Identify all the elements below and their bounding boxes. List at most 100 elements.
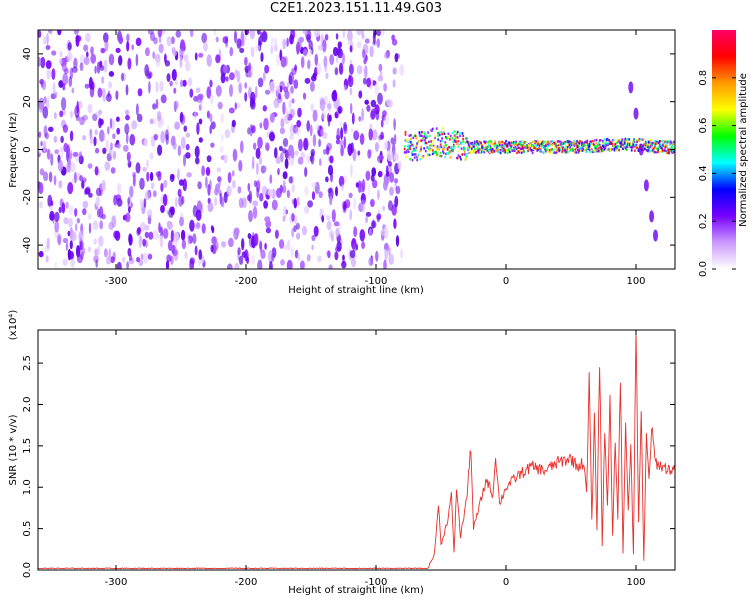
signal-band-cell — [619, 144, 621, 147]
noise-speck — [289, 124, 296, 136]
noise-speck — [349, 87, 353, 96]
signal-band-cell — [614, 142, 617, 146]
signal-band-cell — [459, 132, 461, 135]
noise-speck — [368, 228, 373, 236]
noise-speck — [269, 174, 273, 184]
signal-band-cell — [557, 140, 560, 143]
signal-band-cell — [529, 147, 532, 150]
noise-speck — [126, 33, 130, 42]
signal-band-cell — [539, 143, 542, 146]
noise-speck — [221, 241, 227, 248]
noise-speck — [367, 183, 371, 196]
signal-band-cell — [599, 139, 602, 142]
noise-speck — [93, 220, 98, 227]
noise-speck — [126, 261, 129, 269]
signal-band-cell — [647, 140, 650, 143]
noise-speck — [338, 107, 342, 114]
signal-band-cell — [463, 150, 466, 154]
signal-band-cell — [423, 135, 426, 138]
noise-speck — [291, 212, 295, 222]
noise-speck — [388, 161, 393, 167]
signal-band-cell — [411, 158, 414, 162]
signal-band-cell — [670, 146, 673, 149]
noise-speck — [135, 103, 139, 116]
noise-speck — [54, 220, 60, 233]
signal-band-cell — [672, 140, 675, 144]
signal-band-cell — [633, 139, 635, 142]
signal-band-cell — [506, 151, 509, 155]
noise-speck — [145, 47, 150, 57]
noise-speck — [144, 231, 149, 239]
signal-band-cell — [531, 151, 534, 155]
signal-band-cell — [524, 140, 527, 144]
noise-speck — [74, 156, 79, 162]
signal-band-cell — [442, 148, 445, 151]
noise-speck — [312, 109, 318, 122]
noise-speck — [166, 73, 171, 82]
noise-speck — [394, 195, 399, 208]
noise-speck — [207, 201, 214, 213]
noise-speck — [128, 254, 133, 261]
noise-speck — [116, 116, 120, 122]
signal-band-cell — [491, 143, 493, 146]
noise-speck — [369, 45, 374, 58]
signal-band-cell — [452, 144, 455, 148]
signal-band-cell — [531, 140, 534, 144]
secondary-trace-point — [643, 179, 649, 192]
noise-speck — [288, 176, 293, 184]
noise-speck — [40, 56, 46, 69]
signal-band-cell — [480, 141, 482, 144]
noise-speck — [71, 87, 75, 94]
noise-speck — [341, 52, 345, 65]
noise-speck — [38, 97, 45, 110]
signal-band-cell — [431, 152, 434, 156]
y-tick-label: 20 — [22, 95, 33, 108]
noise-speck — [180, 136, 186, 149]
noise-speck — [148, 231, 154, 240]
signal-band-cell — [492, 148, 495, 152]
noise-speck — [311, 244, 314, 251]
signal-band-cell — [509, 144, 511, 147]
noise-speck — [380, 30, 385, 36]
noise-speck — [226, 263, 233, 269]
signal-band-cell — [462, 137, 465, 141]
noise-speck — [39, 168, 45, 176]
signal-band-cell — [454, 134, 457, 138]
noise-speck — [347, 30, 353, 42]
noise-speck — [356, 41, 362, 49]
signal-band-cell — [464, 158, 467, 161]
signal-band-cell — [481, 144, 483, 147]
noise-speck — [59, 50, 63, 58]
signal-band-cell — [403, 147, 406, 151]
noise-speck — [383, 114, 390, 125]
y-tick-label: 0.5 — [22, 521, 33, 537]
noise-speck — [94, 248, 98, 257]
noise-speck — [220, 73, 226, 84]
signal-band-cell — [567, 141, 570, 145]
signal-band-cell — [452, 140, 454, 144]
noise-speck — [324, 64, 328, 73]
noise-speck — [339, 139, 344, 147]
noise-speck — [110, 167, 116, 174]
signal-band-cell — [623, 142, 626, 145]
noise-speck — [249, 30, 256, 40]
noise-speck — [84, 188, 87, 196]
noise-speck — [152, 51, 155, 60]
noise-speck — [328, 101, 331, 111]
noise-speck — [85, 32, 91, 43]
noise-speck — [361, 108, 364, 121]
noise-speck — [153, 134, 158, 141]
noise-speck — [73, 57, 78, 69]
noise-speck — [384, 242, 389, 252]
noise-speck — [306, 34, 311, 43]
signal-band-cell — [492, 142, 495, 146]
signal-band-cell — [421, 139, 424, 142]
signal-band-cell — [634, 145, 637, 148]
noise-speck — [147, 253, 153, 260]
noise-speck — [90, 46, 94, 55]
signal-band-cell — [501, 143, 504, 147]
noise-speck — [306, 120, 311, 132]
noise-speck — [376, 38, 380, 48]
signal-band-cell — [460, 142, 463, 145]
colorbar-tick-label: 0.2 — [698, 213, 709, 229]
